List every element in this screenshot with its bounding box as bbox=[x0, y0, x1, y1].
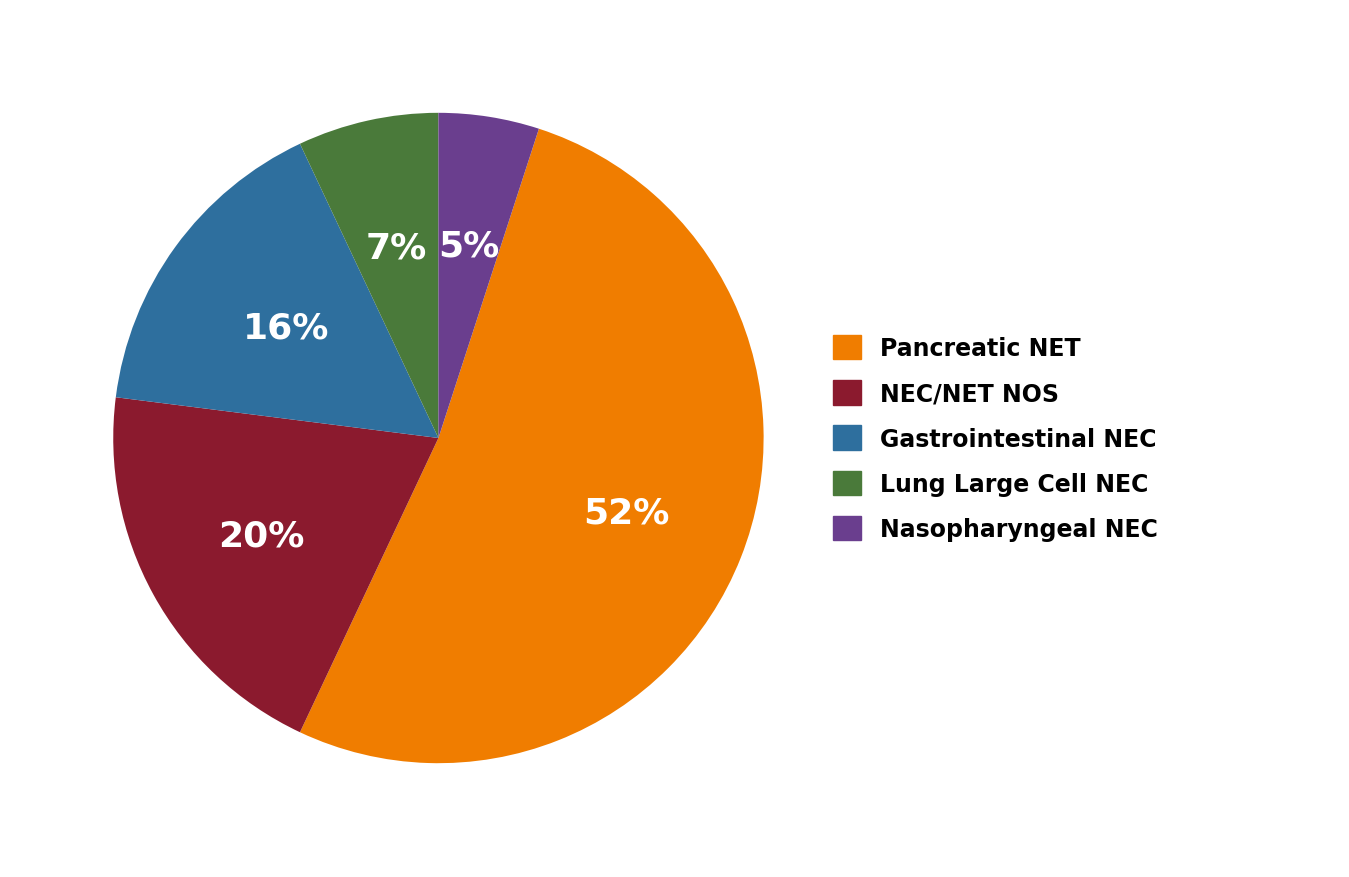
Text: 16%: 16% bbox=[243, 310, 329, 345]
Text: 20%: 20% bbox=[219, 518, 305, 553]
Text: 52%: 52% bbox=[583, 496, 669, 530]
Wedge shape bbox=[299, 114, 438, 438]
Wedge shape bbox=[299, 130, 764, 763]
Wedge shape bbox=[116, 145, 438, 438]
Text: 7%: 7% bbox=[366, 232, 426, 265]
Legend: Pancreatic NET, NEC/NET NOS, Gastrointestinal NEC, Lung Large Cell NEC, Nasophar: Pancreatic NET, NEC/NET NOS, Gastrointes… bbox=[822, 324, 1170, 553]
Wedge shape bbox=[113, 398, 438, 732]
Text: 5%: 5% bbox=[438, 229, 499, 263]
Wedge shape bbox=[438, 114, 538, 438]
